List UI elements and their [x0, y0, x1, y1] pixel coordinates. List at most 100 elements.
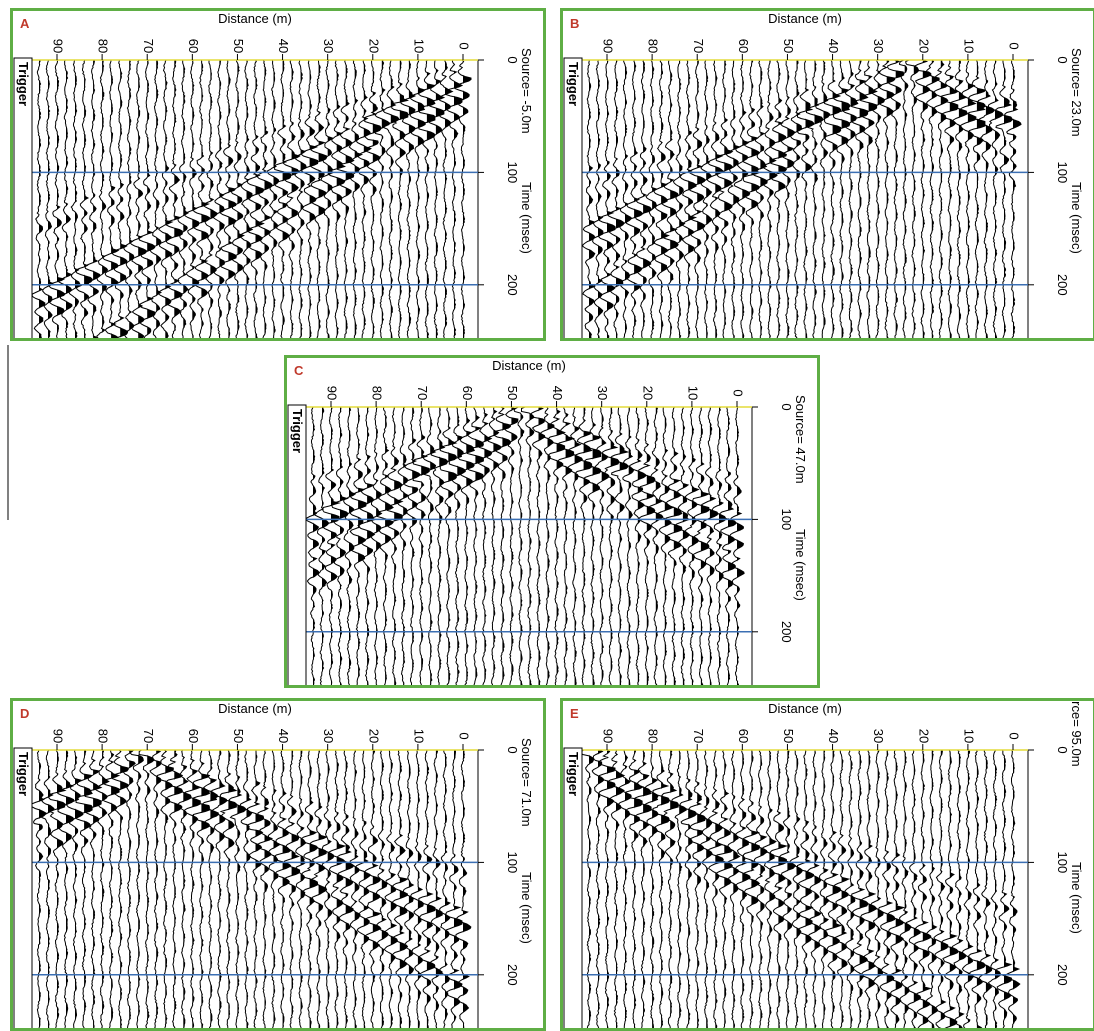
- panel: 0 100 200 0 10 20 30 40 50 60 70 80 90 Trigger C Distan…: [284, 355, 820, 688]
- trace: [42, 60, 54, 341]
- trace: [898, 750, 912, 1031]
- trace: [201, 750, 219, 1031]
- trace-fill: [93, 750, 102, 1031]
- panel-border: [560, 8, 1094, 341]
- trace: [439, 407, 458, 688]
- trace: [202, 60, 218, 341]
- x-tick-label: 30: [321, 729, 336, 743]
- trace-fill: [237, 750, 246, 1031]
- trace: [493, 407, 511, 688]
- trace: [968, 60, 986, 341]
- trace-fill: [661, 750, 670, 1031]
- trace: [521, 407, 535, 688]
- trace-fill: [787, 60, 795, 341]
- y-tick-label: 0: [505, 746, 520, 753]
- trace: [513, 407, 525, 688]
- trace: [652, 750, 670, 1031]
- trace-fill: [706, 750, 713, 1031]
- trace: [977, 60, 995, 341]
- trace-fill: [219, 750, 227, 1031]
- trace: [175, 750, 192, 1031]
- trace: [692, 407, 711, 688]
- y-axis-title: Time (msec): [1069, 182, 1084, 254]
- x-tick-label: 90: [51, 39, 66, 53]
- trace: [410, 750, 424, 1031]
- y-tick-label: 100: [1055, 852, 1070, 874]
- trace: [611, 407, 630, 688]
- trace: [878, 60, 896, 341]
- x-tick-label: 70: [691, 39, 706, 53]
- trace: [851, 750, 869, 1031]
- trace: [375, 750, 389, 1031]
- x-tick-label: 80: [96, 729, 111, 743]
- panel-border: [10, 698, 546, 1031]
- y-axis-title: Time (msec): [519, 182, 534, 254]
- trace: [899, 60, 909, 341]
- x-tick-label: 70: [415, 386, 430, 400]
- trace: [719, 407, 737, 688]
- panel: 0 100 200 0 10 20 30 40 50 60 70 80 90 Trigger A Distan…: [10, 8, 546, 341]
- trace: [706, 60, 724, 341]
- trace: [591, 750, 605, 1031]
- trace: [539, 407, 555, 688]
- trace-fill: [529, 407, 534, 688]
- x-tick-label: 60: [186, 729, 201, 743]
- trace-fill: [372, 60, 381, 341]
- trace: [129, 750, 144, 1031]
- trace: [355, 60, 372, 341]
- trace: [402, 750, 415, 1031]
- trace: [672, 60, 686, 341]
- trace: [622, 407, 635, 688]
- trace-fill: [84, 60, 93, 341]
- trace: [438, 750, 451, 1031]
- source-label: Source= -5.0m: [519, 48, 534, 134]
- trace: [753, 750, 768, 1031]
- trace: [102, 60, 120, 341]
- x-tick-label: 10: [961, 39, 976, 53]
- plot-area: [31, 59, 479, 341]
- trace: [726, 750, 741, 1031]
- trace: [266, 60, 279, 341]
- trace: [403, 407, 421, 688]
- trace-fill: [610, 407, 619, 688]
- x-tick-label: 90: [51, 729, 66, 743]
- x-tick-label: 70: [141, 729, 156, 743]
- trace: [75, 60, 93, 341]
- trace: [644, 750, 659, 1031]
- trace: [761, 60, 778, 341]
- trace: [914, 750, 932, 1031]
- y-tick-label: 200: [1055, 964, 1070, 986]
- trace: [300, 60, 319, 341]
- trace: [239, 750, 253, 1031]
- y-tick-label: 100: [1055, 162, 1070, 184]
- source-label: Source= 23.0m: [1069, 48, 1084, 137]
- trace: [860, 60, 878, 341]
- trace: [995, 750, 1013, 1031]
- trace: [598, 750, 616, 1031]
- traces: [582, 60, 1022, 341]
- panel-label: C: [294, 363, 304, 378]
- trace-fill: [192, 750, 201, 1031]
- trace: [322, 407, 341, 688]
- divider: [7, 345, 9, 520]
- trace: [476, 407, 493, 688]
- x-axis-title: Distance (m): [768, 701, 842, 716]
- trigger-box: [13, 747, 33, 1031]
- trace: [246, 60, 265, 341]
- trace-fill: [511, 407, 518, 688]
- trace-fill: [967, 60, 976, 341]
- x-tick-label: 40: [550, 386, 565, 400]
- trace-fill: [367, 407, 376, 688]
- trace: [968, 750, 986, 1031]
- trace: [96, 60, 109, 341]
- trace: [925, 60, 940, 341]
- trace: [961, 750, 975, 1031]
- x-tick-label: 80: [646, 39, 661, 53]
- y-tick-label: 0: [1055, 746, 1070, 753]
- trace: [138, 60, 156, 341]
- trace: [625, 60, 643, 341]
- trace: [94, 750, 110, 1031]
- trace: [995, 60, 1013, 341]
- trace: [742, 750, 761, 1031]
- trace: [833, 60, 851, 341]
